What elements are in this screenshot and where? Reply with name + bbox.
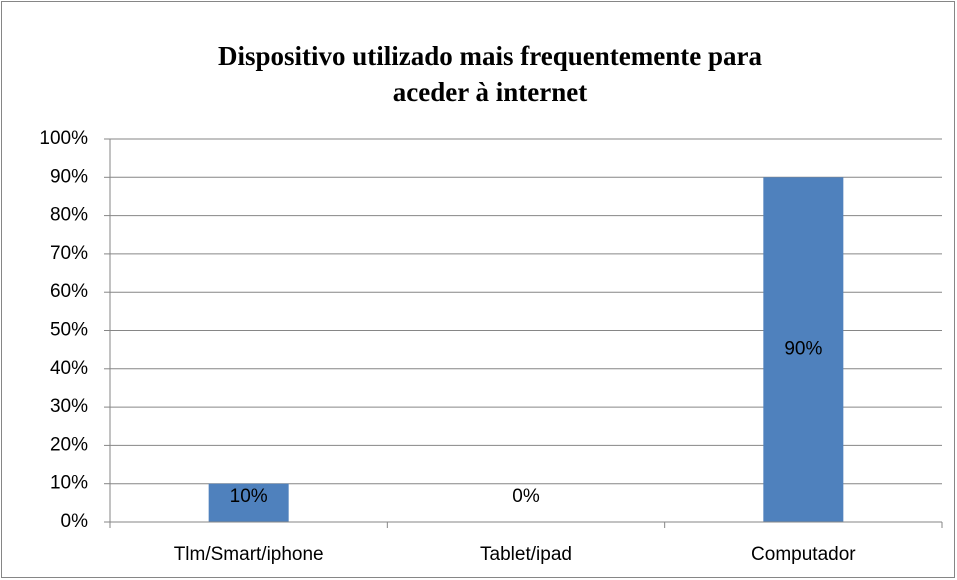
y-tick-label: 20% [50, 434, 88, 455]
y-tick-label: 0% [61, 511, 89, 532]
data-label: 0% [512, 486, 540, 507]
y-tick-label: 30% [50, 396, 88, 417]
x-tick-label: Tablet/ipad [480, 544, 572, 565]
y-tick-label: 40% [50, 358, 88, 379]
data-label: 90% [784, 339, 822, 360]
x-tick-label: Computador [751, 544, 856, 565]
chart-title: Dispositivo utilizado mais frequentement… [218, 41, 762, 107]
bar [208, 483, 289, 522]
y-tick-label: 10% [50, 473, 88, 494]
x-tick-label: Tlm/Smart/iphone [174, 544, 324, 565]
y-tick-label: 80% [50, 205, 88, 226]
y-tick-label: 100% [39, 128, 88, 149]
y-tick-label: 90% [50, 166, 88, 187]
y-tick-label: 50% [50, 320, 88, 341]
y-tick-label: 60% [50, 281, 88, 302]
y-tick-label: 70% [50, 243, 88, 264]
bar [763, 177, 844, 523]
data-label: 10% [230, 486, 268, 507]
